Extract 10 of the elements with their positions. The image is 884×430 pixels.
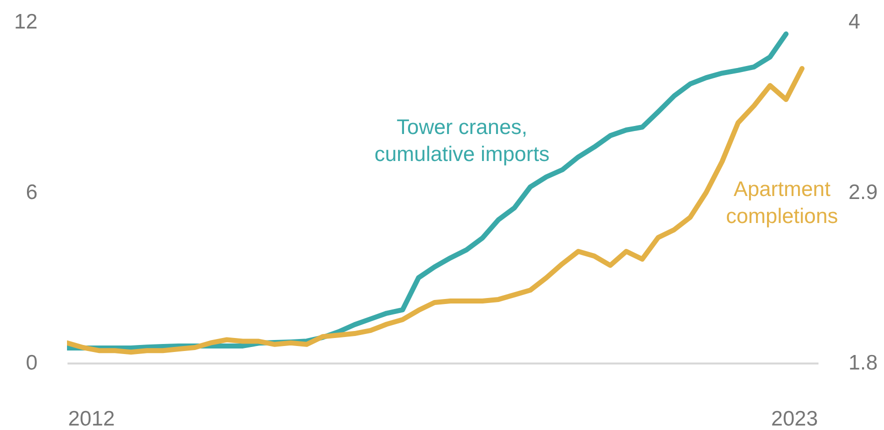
- y2-tick-label: 1.8: [848, 352, 878, 374]
- series-label: Tower cranes, cumulative imports: [374, 116, 550, 166]
- x-tick-label: 2023: [771, 408, 818, 430]
- y-tick-label: 12: [14, 10, 38, 34]
- y-tick-label: 6: [26, 181, 38, 204]
- x-tick-label: 2012: [68, 408, 115, 430]
- y-tick-label: 0: [26, 352, 38, 374]
- y2-tick-label: 2.9: [848, 181, 878, 204]
- y2-tick-label: 4: [848, 10, 860, 34]
- series-label: Apartment completions: [726, 178, 838, 228]
